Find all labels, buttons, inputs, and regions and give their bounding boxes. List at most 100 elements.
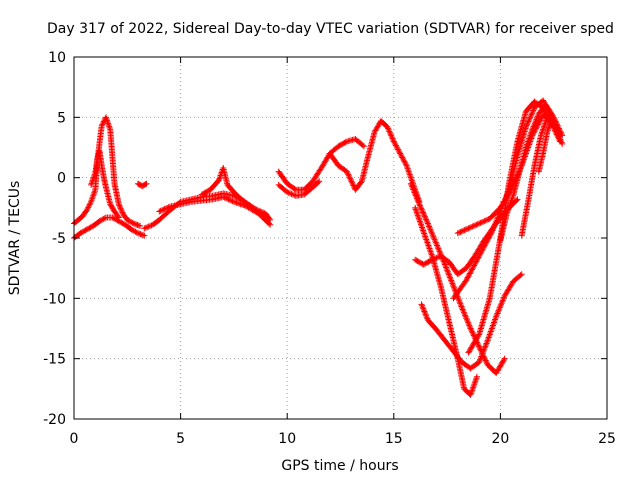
data-point: [415, 213, 422, 220]
data-point: [424, 241, 431, 248]
data-point: [466, 270, 473, 277]
data-point: [429, 232, 436, 239]
data-point: [495, 212, 502, 219]
data-point: [463, 277, 470, 284]
data-point: [156, 208, 163, 215]
data-point: [461, 310, 468, 317]
data-point: [413, 209, 420, 216]
data-point: [346, 174, 353, 181]
data-point: [413, 195, 420, 202]
data-point: [468, 328, 475, 335]
data-point: [144, 224, 151, 231]
data-point: [343, 168, 350, 175]
data-point: [487, 328, 494, 335]
data-point: [418, 301, 425, 308]
data-point: [417, 203, 424, 210]
data-point: [476, 359, 483, 366]
series-trace-a: [71, 214, 148, 241]
data-point: [349, 181, 356, 188]
data-point: [423, 312, 430, 319]
data-point: [444, 267, 451, 274]
data-point: [489, 322, 496, 329]
data-point: [486, 234, 493, 241]
data-point: [447, 276, 454, 283]
data-point: [407, 174, 414, 181]
data-point: [428, 250, 435, 257]
data-point: [215, 178, 222, 185]
data-point: [422, 235, 429, 241]
data-point: [558, 139, 565, 146]
data-point: [479, 350, 486, 357]
data-point: [426, 224, 433, 231]
data-point: [529, 108, 536, 115]
data-point: [424, 219, 431, 226]
data-point: [129, 219, 136, 226]
data-point: [226, 196, 233, 203]
data-point: [428, 229, 435, 236]
data-point: [493, 218, 500, 225]
data-point: [392, 142, 399, 149]
data-point: [385, 125, 392, 132]
data-point: [315, 179, 322, 186]
data-point: [423, 314, 430, 321]
data-point: [485, 235, 492, 242]
data-point: [531, 120, 538, 127]
data-point: [553, 125, 560, 132]
data-point: [402, 161, 409, 168]
data-point: [526, 117, 533, 124]
data-point: [390, 138, 397, 145]
data-point: [472, 378, 479, 385]
data-point: [451, 286, 458, 293]
data-point: [408, 176, 415, 183]
data-point: [475, 342, 482, 349]
data-point: [419, 225, 426, 232]
data-point: [433, 241, 440, 248]
data-point: [484, 339, 491, 346]
data-point: [427, 226, 434, 233]
data-point: [419, 304, 426, 311]
data-point: [456, 229, 463, 236]
data-point: [118, 206, 125, 213]
data-point: [420, 209, 427, 216]
data-point: [501, 355, 508, 362]
data-point: [470, 222, 477, 229]
data-point: [532, 119, 539, 126]
data-point: [101, 215, 108, 222]
data-point: [413, 193, 420, 200]
data-point: [547, 110, 554, 117]
data-point: [483, 358, 490, 365]
data-point: [129, 227, 136, 234]
data-point: [496, 304, 503, 311]
data-point: [91, 188, 98, 195]
data-point: [289, 191, 296, 198]
data-point: [495, 307, 502, 314]
data-point: [530, 107, 537, 114]
series-trace-c: [88, 148, 122, 221]
data-point: [557, 136, 564, 143]
data-point: [470, 331, 477, 338]
data-point: [225, 196, 232, 203]
data-point: [412, 192, 419, 199]
data-point: [473, 221, 480, 228]
data-point: [488, 327, 495, 334]
data-point: [460, 227, 467, 234]
data-point: [472, 259, 479, 266]
data-point: [394, 145, 401, 152]
data-point: [128, 226, 135, 233]
data-point: [410, 188, 417, 195]
data-point: [390, 137, 397, 144]
data-point: [522, 123, 529, 130]
data-point: [400, 157, 407, 164]
data-point: [229, 198, 236, 205]
data-point: [494, 214, 501, 221]
data-point: [77, 230, 84, 237]
data-point: [385, 126, 392, 133]
data-point: [79, 228, 86, 235]
data-point: [553, 124, 560, 131]
data-point: [471, 381, 478, 388]
data-point: [407, 180, 414, 187]
data-point: [431, 236, 438, 243]
data-point: [518, 271, 525, 278]
data-point: [530, 123, 537, 130]
data-point: [427, 227, 434, 234]
